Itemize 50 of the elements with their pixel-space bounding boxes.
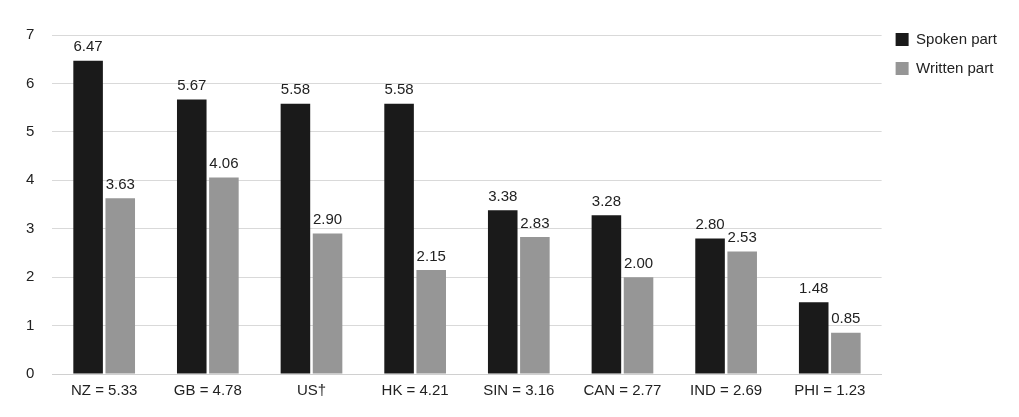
bar — [384, 103, 414, 374]
x-tick-label: SIN = 3.16 — [483, 381, 555, 399]
data-label: 6.47 — [73, 37, 103, 55]
y-tick-label: 3 — [26, 218, 35, 236]
data-label: 2.83 — [520, 213, 550, 231]
bar — [695, 238, 725, 374]
data-label: 2.15 — [416, 246, 446, 264]
y-tick-label: 1 — [26, 315, 35, 333]
data-label: 2.00 — [623, 253, 654, 271]
x-tick-label: US† — [296, 381, 327, 399]
x-tick-label: IND = 2.69 — [690, 381, 763, 399]
bar — [73, 60, 103, 374]
y-tick-label: 5 — [26, 122, 35, 139]
y-tick-label: 0 — [26, 364, 35, 382]
bar — [416, 269, 446, 374]
y-tick-label: 6 — [26, 73, 35, 91]
data-label: 3.63 — [105, 174, 135, 192]
x-tick-label: PHI = 1.23 — [794, 381, 866, 399]
bar — [176, 99, 207, 374]
data-label: 1.48 — [799, 278, 829, 296]
legend-label: Spoken part — [916, 29, 998, 47]
y-tick-label: 4 — [26, 170, 35, 188]
bar — [591, 215, 622, 374]
bar — [727, 251, 757, 374]
bar — [105, 198, 136, 374]
bar — [831, 332, 861, 374]
bar — [312, 233, 343, 374]
data-label: 5.58 — [280, 80, 311, 98]
x-tick-label: GB = 4.78 — [173, 381, 242, 399]
legend-label: Written part — [916, 58, 995, 76]
data-label: 2.53 — [727, 228, 757, 246]
bar — [280, 103, 311, 374]
x-tick-label: NZ = 5.33 — [71, 381, 138, 399]
bar — [798, 302, 829, 374]
data-label: 5.58 — [384, 80, 414, 98]
x-tick-label: HK = 4.21 — [381, 381, 449, 399]
data-label: 0.85 — [831, 309, 861, 327]
bar — [623, 277, 654, 374]
bar — [487, 210, 518, 374]
data-label: 5.67 — [177, 76, 207, 94]
y-tick-label: 2 — [26, 267, 35, 285]
bar — [209, 177, 239, 374]
data-label: 3.38 — [488, 186, 518, 204]
data-label: 2.90 — [312, 210, 343, 228]
y-tick-label: 7 — [26, 25, 35, 43]
x-tick-label: CAN = 2.77 — [583, 381, 662, 399]
data-label: 3.28 — [591, 191, 621, 209]
data-label: 4.06 — [209, 154, 239, 172]
bar — [520, 236, 550, 374]
data-label: 2.80 — [695, 215, 725, 233]
